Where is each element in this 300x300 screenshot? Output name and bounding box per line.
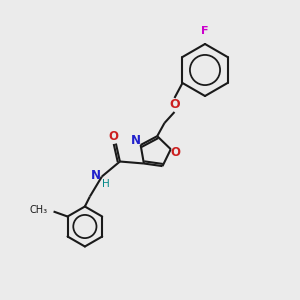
Text: O: O	[171, 146, 181, 159]
Text: F: F	[201, 26, 209, 36]
Text: N: N	[91, 169, 101, 182]
Text: H: H	[102, 178, 110, 188]
Text: CH₃: CH₃	[29, 205, 48, 214]
Text: O: O	[169, 98, 180, 112]
Text: O: O	[108, 130, 118, 143]
Text: N: N	[130, 134, 141, 148]
